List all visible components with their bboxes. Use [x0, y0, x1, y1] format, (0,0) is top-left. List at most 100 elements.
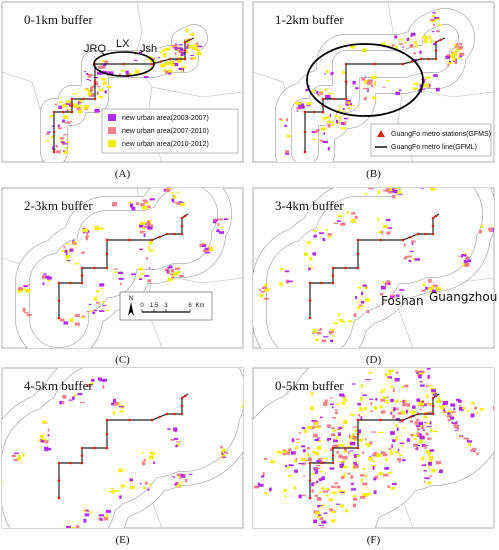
urban-patch	[17, 287, 23, 291]
urban-patch	[458, 404, 462, 406]
urban-patch	[40, 435, 45, 438]
urban-patch	[458, 255, 463, 257]
metro-station	[356, 238, 360, 242]
urban-patch	[357, 403, 361, 406]
urban-patch	[347, 446, 352, 449]
urban-patch	[397, 412, 402, 415]
panel-title: 0-1km buffer	[24, 12, 93, 27]
urban-patch	[470, 449, 476, 452]
urban-patch	[388, 448, 392, 450]
urban-patch	[84, 71, 87, 73]
legend-swatch	[108, 140, 116, 147]
urban-patch	[128, 72, 132, 77]
urban-patch	[352, 433, 355, 437]
urban-patch	[418, 421, 424, 426]
urban-patch	[332, 491, 336, 495]
place-label: JRQ	[84, 43, 106, 55]
urban-patch	[423, 181, 426, 183]
urban-patch	[16, 457, 22, 461]
urban-patch	[428, 467, 430, 469]
urban-patch	[378, 431, 384, 434]
urban-patch	[323, 116, 326, 121]
urban-patch	[77, 101, 80, 105]
urban-patch	[81, 315, 86, 318]
metro-station	[105, 238, 109, 242]
urban-patch	[303, 475, 306, 477]
urban-patch	[382, 281, 385, 284]
urban-patch	[160, 50, 163, 54]
urban-patch	[43, 273, 47, 275]
metro-station	[69, 281, 72, 285]
urban-patch	[420, 88, 426, 90]
urban-patch	[47, 434, 50, 437]
urban-patch	[424, 445, 427, 449]
urban-patch	[88, 92, 95, 97]
urban-patch	[180, 51, 186, 55]
urban-patch	[367, 88, 369, 93]
urban-patch	[220, 226, 224, 229]
urban-patch	[428, 385, 432, 387]
urban-patch	[130, 361, 135, 363]
urban-patch	[338, 490, 344, 494]
urban-patch	[178, 44, 183, 46]
metro-station	[431, 404, 435, 408]
urban-patch	[314, 438, 320, 442]
urban-patch	[363, 81, 369, 84]
metro-station	[105, 252, 109, 256]
urban-patch	[471, 401, 475, 404]
urban-patch	[180, 474, 186, 478]
urban-patch	[329, 448, 334, 452]
metro-station	[180, 224, 184, 228]
urban-patch	[329, 330, 334, 333]
urban-patch	[335, 409, 338, 411]
urban-patch	[62, 103, 68, 108]
urban-patch	[73, 104, 76, 108]
urban-patch	[314, 494, 318, 497]
urban-patch	[174, 437, 178, 440]
urban-patch	[393, 190, 397, 194]
urban-patch	[98, 95, 104, 99]
urban-patch	[96, 301, 101, 304]
urban-patch	[391, 409, 394, 413]
urban-patch	[413, 434, 418, 437]
urban-patch	[213, 219, 217, 221]
urban-patch	[457, 399, 462, 403]
metro-station	[308, 479, 312, 482]
urban-patch	[467, 443, 471, 446]
metro-station	[409, 235, 412, 239]
urban-patch	[420, 358, 425, 359]
urban-patch	[342, 456, 348, 460]
urban-patch	[419, 355, 423, 357]
urban-patch	[221, 451, 224, 456]
urban-patch	[276, 450, 282, 454]
urban-patch	[87, 510, 90, 512]
urban-patch	[296, 110, 299, 112]
urban-patch	[49, 115, 54, 118]
urban-patch	[454, 430, 458, 432]
urban-patch	[392, 414, 395, 419]
urban-patch	[423, 470, 427, 472]
urban-patch	[302, 462, 306, 465]
urban-patch	[44, 447, 49, 452]
urban-patch	[314, 481, 317, 484]
urban-patch	[384, 373, 388, 377]
urban-patch	[407, 168, 409, 171]
urban-patch	[133, 59, 138, 61]
urban-patch	[378, 471, 383, 476]
urban-patch	[86, 233, 89, 237]
urban-patch	[317, 504, 323, 508]
place-label: Guangzhou	[429, 290, 497, 304]
urban-patch	[282, 452, 287, 456]
urban-patch	[370, 410, 374, 412]
urban-patch	[93, 81, 99, 86]
urban-patch	[98, 517, 102, 521]
urban-patch	[352, 435, 359, 440]
urban-patch	[102, 81, 107, 85]
urban-patch	[57, 127, 63, 130]
urban-patch	[72, 242, 77, 245]
metro-station	[303, 130, 307, 134]
urban-patch	[331, 122, 334, 126]
urban-patch	[435, 400, 442, 403]
urban-patch	[176, 201, 181, 205]
metro-station	[344, 80, 348, 83]
